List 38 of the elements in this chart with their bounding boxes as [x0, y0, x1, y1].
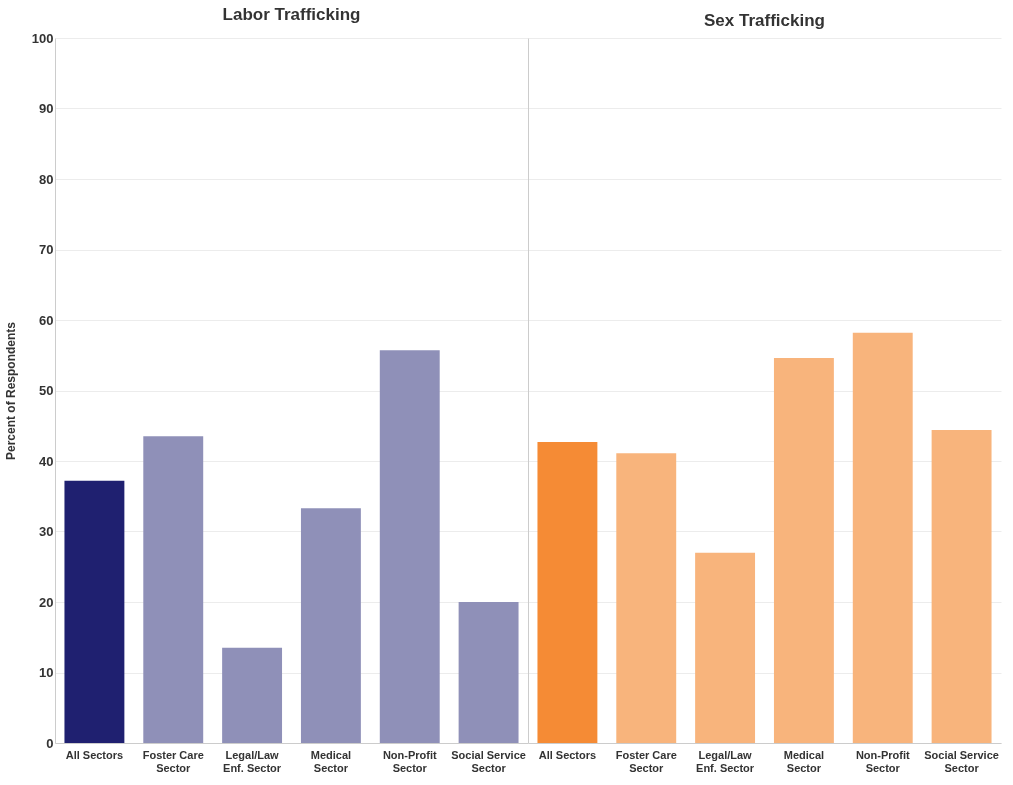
y-axis-title: Percent of Respondents [3, 321, 18, 461]
x-tick-label: Non-Profit Sector [855, 748, 910, 774]
x-tick-label: Social Service Sector [451, 748, 526, 774]
bar [537, 441, 598, 743]
x-tick-label: All Sectors [65, 748, 124, 761]
y-tick-label: 60 [39, 312, 54, 328]
bar [852, 332, 913, 743]
bar [143, 436, 204, 743]
bar [64, 480, 125, 743]
y-tick-label: 100 [31, 30, 54, 46]
chart-title: Sex Trafficking [704, 11, 825, 30]
x-tick-label: Non-Profit Sector [382, 748, 437, 774]
x-tick-label: Foster Care Sector [615, 748, 677, 774]
bar [931, 429, 992, 743]
x-tick-label: All Sectors [538, 748, 597, 761]
y-tick-label: 40 [39, 453, 54, 469]
bar [379, 350, 440, 743]
bar [773, 358, 834, 743]
bar [300, 508, 361, 743]
y-tick-label: 90 [39, 101, 54, 116]
x-tick-label: Medical Sector [310, 748, 352, 774]
y-tick-label: 50 [39, 383, 54, 398]
y-tick-label: 0 [46, 735, 54, 751]
bar [458, 602, 519, 743]
y-tick-label: 80 [39, 171, 54, 187]
y-tick-label: 30 [39, 524, 54, 539]
bar [616, 453, 677, 743]
y-tick-label: 70 [39, 242, 54, 257]
chart-title: Labor Trafficking [222, 5, 361, 24]
bar [222, 647, 283, 743]
x-tick-label: Social Service Sector [924, 748, 999, 774]
y-tick-label: 20 [39, 594, 54, 610]
bar [695, 552, 756, 743]
y-tick-label: 10 [39, 665, 54, 680]
x-tick-label: Legal/Law Enf. Sector [223, 748, 282, 774]
x-tick-label: Legal/Law Enf. Sector [696, 748, 755, 774]
x-tick-label: Foster Care Sector [142, 748, 204, 774]
x-tick-label: Medical Sector [783, 748, 825, 774]
